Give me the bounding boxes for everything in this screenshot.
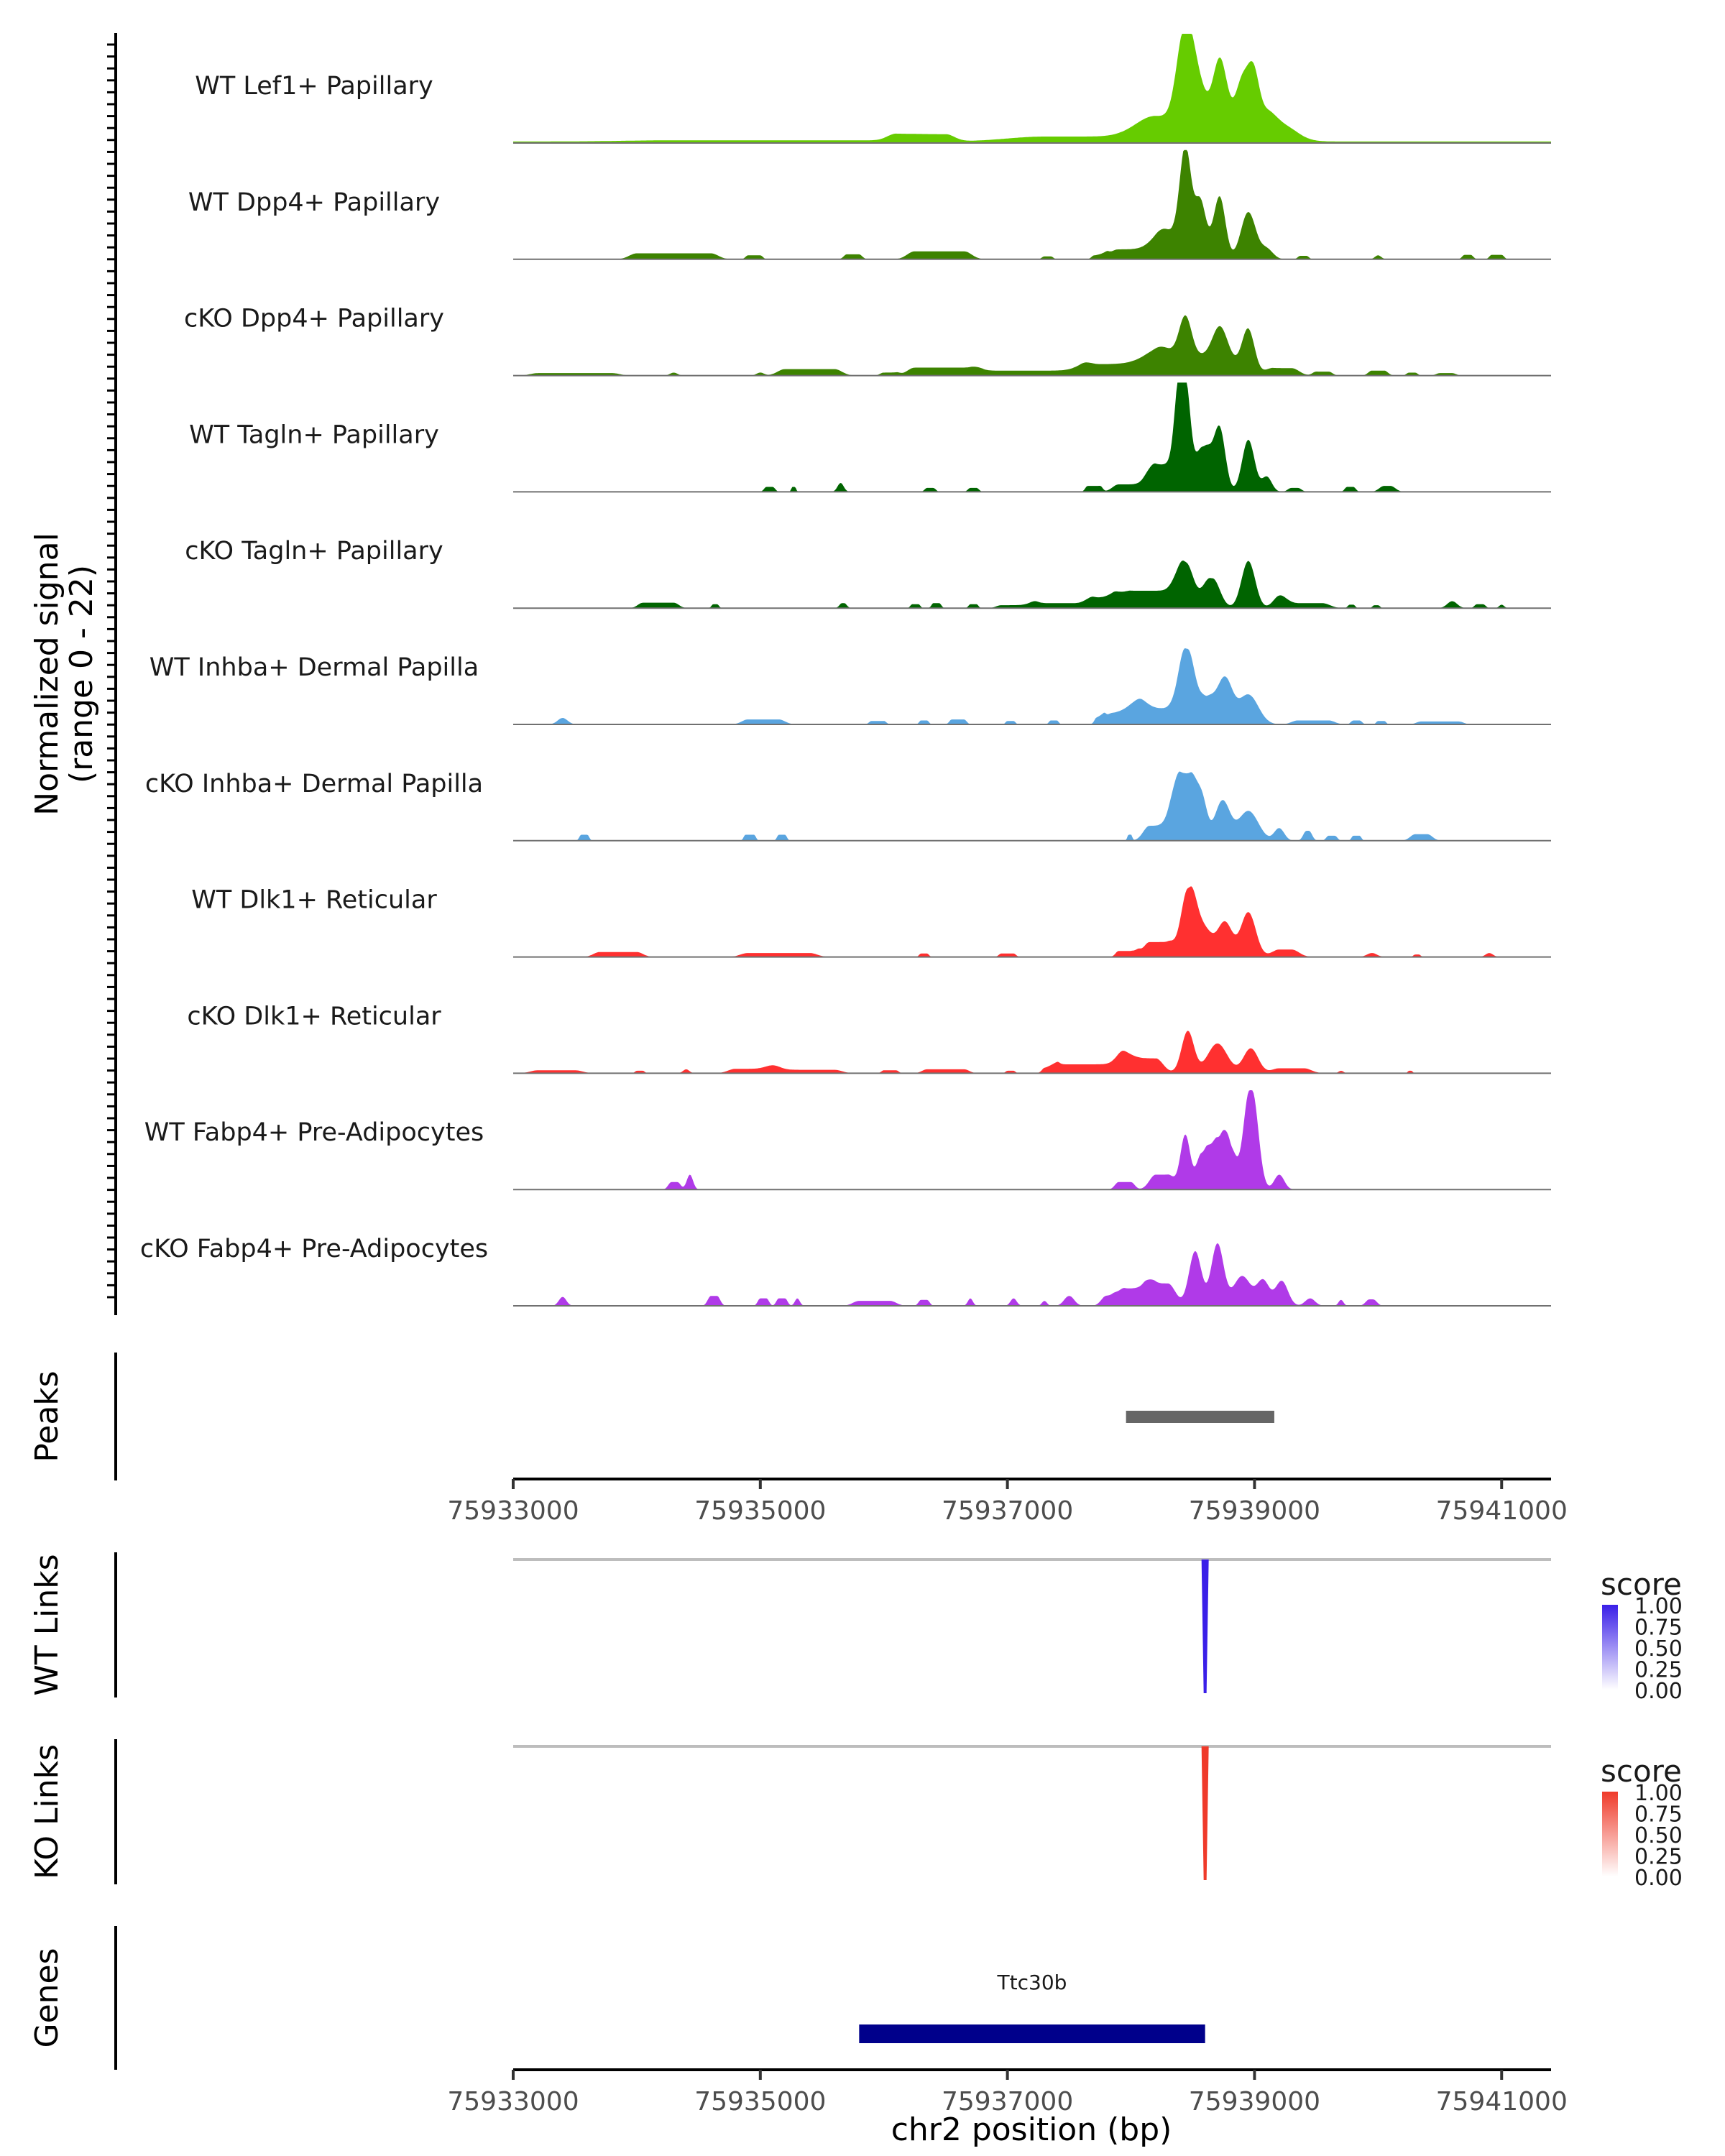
track-1: WT Dpp4+ Papillary xyxy=(188,149,1551,260)
track-10: cKO Fabp4+ Pre-Adipocytes xyxy=(140,1235,1551,1307)
legend-tick-label: 0.00 xyxy=(1634,1866,1683,1891)
x-tick-label: 75941000 xyxy=(1436,1496,1568,1526)
track-9: WT Fabp4+ Pre-Adipocytes xyxy=(144,1090,1551,1191)
links-track-1 xyxy=(513,1745,1551,1880)
legend-tick-label: 0.25 xyxy=(1634,1658,1683,1683)
coverage-y-ticks xyxy=(107,43,116,1299)
x-tick-label: 75939000 xyxy=(1189,1496,1320,1526)
wt-links-track-label: WT Links xyxy=(29,1554,65,1695)
legend-tick-label: 0.00 xyxy=(1634,1679,1683,1704)
x-tick-label: 75937000 xyxy=(942,1496,1073,1526)
genes-track: Ttc30b xyxy=(859,1971,1205,2043)
y-axis-title-line1: Normalized signal xyxy=(29,533,65,816)
track-label: WT Fabp4+ Pre-Adipocytes xyxy=(144,1118,484,1147)
track-8: cKO Dlk1+ Reticular xyxy=(187,1002,1551,1074)
ko-links-track-label: KO Links xyxy=(29,1744,65,1879)
x-tick-label: 75941000 xyxy=(1436,2087,1568,2116)
peak-region xyxy=(1126,1411,1274,1423)
x-tick-label: 75933000 xyxy=(447,1496,579,1526)
x-axis-title: chr2 position (bp) xyxy=(891,2111,1172,2148)
x-tick-label: 75935000 xyxy=(694,2087,826,2116)
track-label: cKO Dlk1+ Reticular xyxy=(187,1002,441,1031)
track-label: cKO Dpp4+ Papillary xyxy=(184,305,444,333)
x-axis-bottom: 75933000 75935000 75937000 75939000 75941000 xyxy=(447,2068,1568,2116)
x-axis-top: 75933000 75935000 75937000 75939000 75941000 xyxy=(447,1478,1568,1526)
track-label: cKO Tagln+ Papillary xyxy=(185,537,443,566)
track-label: WT Dpp4+ Papillary xyxy=(188,188,440,217)
peaks-track-label: Peaks xyxy=(29,1370,65,1462)
coverage-tracks: WT Lef1+ Papillary WT Dpp4+ Papillary cKO … xyxy=(140,34,1551,1307)
legend-tick-label: 0.75 xyxy=(1634,1616,1683,1641)
track-3: WT Tagln+ Papillary xyxy=(189,382,1551,493)
legend-colorbar xyxy=(1602,1605,1618,1690)
link-arc xyxy=(1201,1746,1209,1880)
gene-name: Ttc30b xyxy=(997,1971,1067,1994)
legend-title: score xyxy=(1601,1754,1682,1789)
track-4: cKO Tagln+ Papillary xyxy=(185,537,1551,609)
track-5: WT Inhba+ Dermal Papilla xyxy=(150,648,1551,725)
legend-tick-label: 1.00 xyxy=(1634,1594,1683,1619)
track-6: cKO Inhba+ Dermal Papilla xyxy=(145,770,1551,842)
track-7: WT Dlk1+ Reticular xyxy=(191,886,1551,958)
links-tracks xyxy=(513,1558,1551,1880)
legend-tick-label: 0.25 xyxy=(1634,1845,1683,1870)
track-label: WT Lef1+ Papillary xyxy=(195,72,433,101)
x-tick-label: 75937000 xyxy=(942,2087,1073,2116)
track-label: WT Dlk1+ Reticular xyxy=(191,886,437,915)
legend-tick-label: 0.75 xyxy=(1634,1802,1683,1828)
legend-colorbar xyxy=(1602,1792,1618,1876)
track-0: WT Lef1+ Papillary xyxy=(195,34,1551,144)
score-legends: score1.000.750.500.250.00score1.000.750.… xyxy=(1601,1567,1683,1891)
link-arc xyxy=(1201,1560,1209,1693)
track-label: cKO Fabp4+ Pre-Adipocytes xyxy=(140,1235,488,1263)
legend-tick-label: 0.50 xyxy=(1634,1823,1683,1848)
legend-title: score xyxy=(1601,1567,1682,1602)
genes-track-label: Genes xyxy=(29,1948,65,2047)
track-label: WT Tagln+ Papillary xyxy=(189,420,439,449)
links-track-0 xyxy=(513,1558,1551,1693)
track-label: cKO Inhba+ Dermal Papilla xyxy=(145,770,483,798)
x-tick-label: 75939000 xyxy=(1189,2087,1320,2116)
peaks-regions xyxy=(1126,1411,1274,1423)
gene-body xyxy=(859,2024,1205,2043)
y-axis-title-line2: (range 0 - 22) xyxy=(63,565,100,783)
legend-tick-label: 0.50 xyxy=(1634,1636,1683,1662)
x-tick-label: 75933000 xyxy=(447,2087,579,2116)
x-tick-label: 75935000 xyxy=(694,1496,826,1526)
track-2: cKO Dpp4+ Papillary xyxy=(184,305,1551,377)
track-label: WT Inhba+ Dermal Papilla xyxy=(150,653,479,682)
legend-tick-label: 1.00 xyxy=(1634,1781,1683,1806)
